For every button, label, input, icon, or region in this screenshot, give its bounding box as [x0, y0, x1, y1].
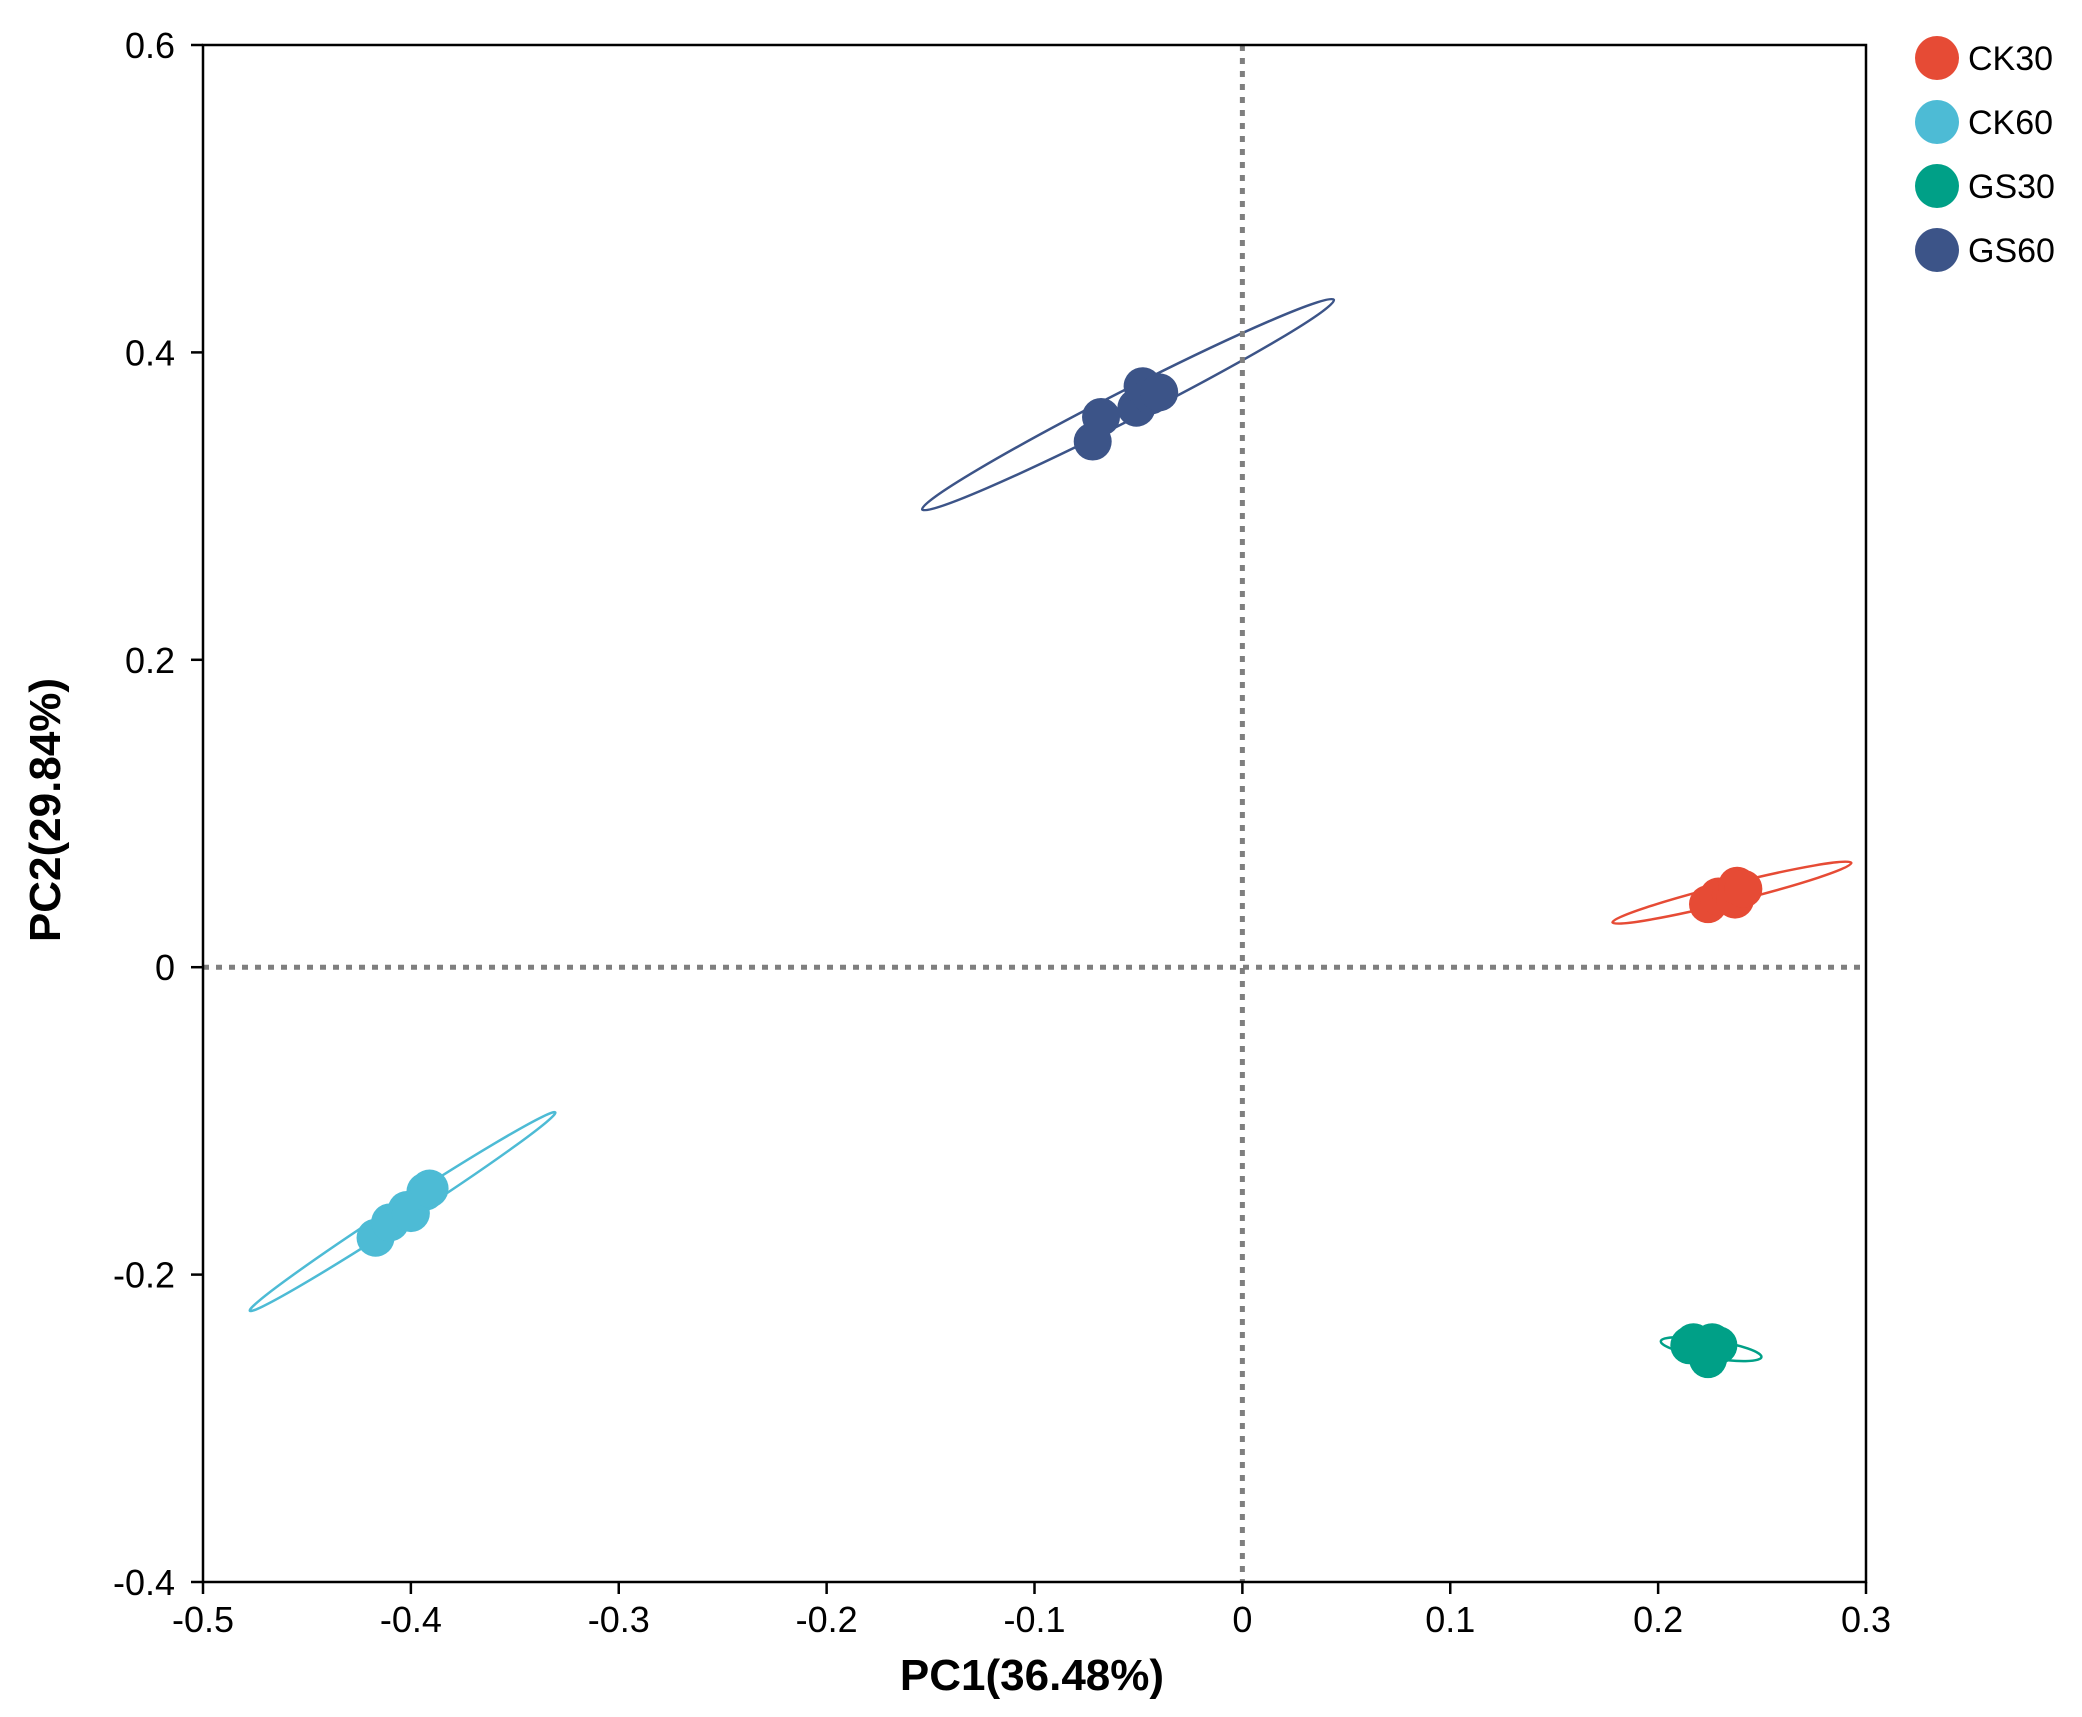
axes: [201, 43, 1868, 1584]
y-tick-label: 0.4: [125, 332, 175, 373]
x-tick-label: 0.1: [1425, 1599, 1475, 1640]
x-tick-label: -0.2: [796, 1599, 858, 1640]
legend-swatch-ck30: [1915, 36, 1959, 80]
x-tick-label: 0.3: [1841, 1599, 1891, 1640]
y-tick-label: 0.2: [125, 640, 175, 681]
plot-frame: [201, 43, 1868, 1584]
x-axis-ticks: -0.5 -0.4 -0.3 -0.2 -0.1 0 0.1 0.2 0.3: [172, 1582, 1891, 1640]
legend-label-ck30: CK30: [1968, 40, 2053, 78]
y-axis-title: PC2(29.84%): [21, 678, 70, 942]
x-axis-title: PC1(36.48%): [900, 1651, 1164, 1700]
y-tick-label: -0.2: [113, 1255, 175, 1296]
legend-swatch-gs60: [1915, 228, 1959, 272]
point-ck30-6: [1724, 869, 1763, 908]
legend-label-gs30: GS30: [1968, 168, 2055, 206]
data-points: [356, 367, 1763, 1379]
point-ck60-6: [410, 1169, 449, 1208]
y-tick-label: 0.6: [125, 25, 175, 66]
x-tick-label: 0: [1232, 1599, 1252, 1640]
x-tick-label: -0.3: [588, 1599, 650, 1640]
legend-label-ck60: CK60: [1968, 104, 2053, 142]
confidence-ellipses: [248, 297, 1853, 1363]
point-gs60-2: [1082, 397, 1121, 436]
y-tick-label: 0: [155, 947, 175, 988]
x-tick-label: -0.5: [172, 1599, 234, 1640]
x-tick-label: 0.2: [1633, 1599, 1683, 1640]
point-gs60-6: [1140, 373, 1179, 412]
y-tick-label: -0.4: [113, 1562, 175, 1603]
point-gs30-6: [1699, 1326, 1738, 1365]
y-axis-ticks: -0.4 -0.2 0 0.2 0.4 0.6: [113, 25, 203, 1603]
reference-lines: [203, 45, 1866, 1582]
legend-swatch-gs30: [1915, 164, 1959, 208]
x-tick-label: -0.1: [1003, 1599, 1065, 1640]
x-tick-label: -0.4: [380, 1599, 442, 1640]
legend-label-gs60: GS60: [1968, 232, 2055, 270]
legend: CK30 CK60 GS30 GS60: [1915, 36, 2055, 272]
legend-swatch-ck60: [1915, 100, 1959, 144]
